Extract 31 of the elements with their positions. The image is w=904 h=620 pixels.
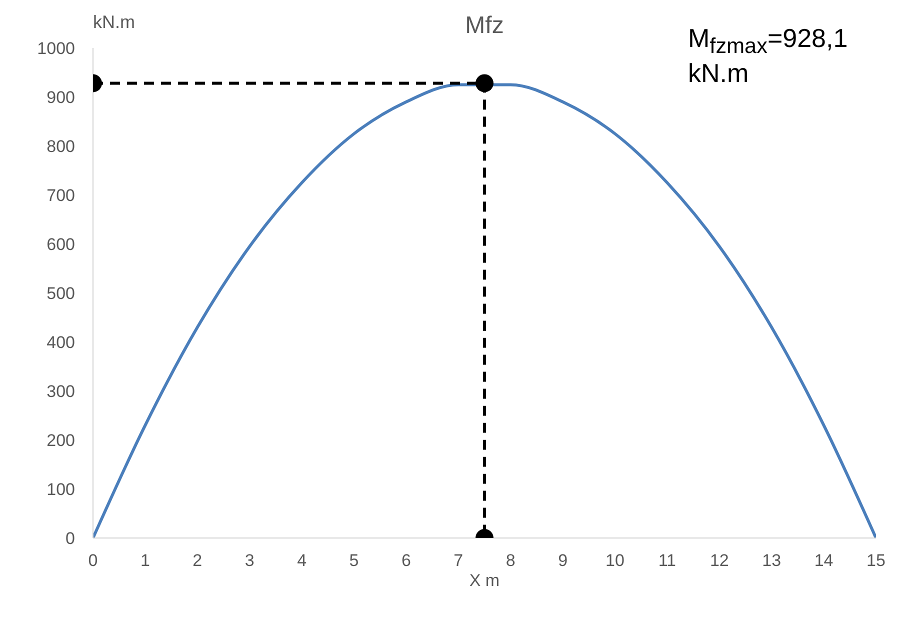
y-axis-title: kN.m bbox=[93, 12, 135, 33]
y-tick-label: 500 bbox=[46, 284, 75, 304]
x-tick-label: 1 bbox=[140, 551, 150, 570]
x-tick-label: 9 bbox=[558, 551, 568, 570]
y-tick-label: 200 bbox=[46, 431, 75, 450]
chart-title: Mfz bbox=[465, 12, 504, 39]
x-tick-label: 0 bbox=[88, 551, 98, 570]
x-tick-label: 12 bbox=[710, 551, 729, 570]
x-tick-label: 7 bbox=[454, 551, 464, 570]
x-tick-label: 3 bbox=[244, 551, 254, 570]
x-axis-title: X m bbox=[469, 571, 500, 590]
x-tick-label: 8 bbox=[506, 551, 516, 570]
y-tick-label: 800 bbox=[46, 137, 75, 156]
x-tick-label: 14 bbox=[814, 551, 834, 570]
x-tick-label: 15 bbox=[866, 551, 886, 570]
x-tick-label: 11 bbox=[658, 551, 676, 570]
y-tick-label: 1000 bbox=[37, 39, 75, 58]
x-tick-label: 2 bbox=[192, 551, 202, 570]
y-tick-label: 900 bbox=[46, 88, 75, 108]
y-tick-label: 400 bbox=[46, 333, 75, 352]
y-tick-label: 0 bbox=[66, 529, 75, 548]
y-tick-label: 700 bbox=[46, 186, 75, 206]
y-tick-label: 100 bbox=[46, 480, 75, 500]
x-tick-label: 4 bbox=[297, 551, 307, 570]
x-tick-label: 6 bbox=[401, 551, 411, 570]
x-tick-label: 13 bbox=[762, 551, 782, 570]
annotation: M$_{fzmax}$=928,1 kN.m bbox=[688, 23, 849, 89]
y-tick-label: 300 bbox=[46, 382, 75, 402]
x-tick-label: 5 bbox=[349, 551, 359, 570]
y-tick-label: 600 bbox=[46, 235, 75, 254]
x-tick-label: 10 bbox=[606, 551, 624, 570]
